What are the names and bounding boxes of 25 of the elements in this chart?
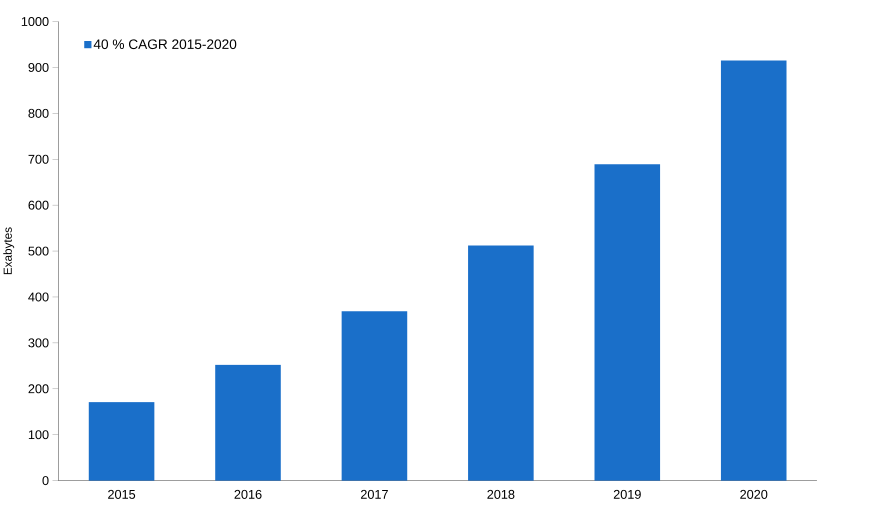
x-tick-label: 2016 [234, 490, 262, 499]
x-tick-label: 2015 [108, 490, 136, 499]
bar [468, 246, 534, 481]
y-tick-label: 1000 [22, 17, 49, 26]
y-tick-label: 800 [28, 108, 49, 118]
y-axis-title: Exabytes [3, 227, 14, 274]
bar [342, 311, 408, 481]
x-tick-label: 2019 [614, 490, 641, 499]
y-tick-label: 400 [28, 292, 49, 302]
y-tick-label: 500 [28, 246, 49, 256]
y-tick-label: 100 [28, 430, 49, 440]
y-tick-label: 0 [42, 476, 49, 486]
bar [720, 60, 787, 481]
bar [88, 402, 154, 481]
x-tick-label: 2020 [740, 490, 768, 499]
y-tick-label: 900 [28, 62, 49, 72]
y-tick-label: 200 [28, 384, 49, 394]
bar [215, 364, 281, 481]
y-tick-label: 700 [28, 154, 49, 164]
x-tick-label: 2018 [487, 490, 514, 499]
legend-label: 40 % CAGR 2015-2020 [94, 39, 236, 50]
y-tick-label: 600 [28, 200, 49, 210]
x-tick-label: 2017 [360, 490, 388, 499]
y-tick-label: 300 [28, 338, 49, 348]
bar [594, 164, 660, 481]
